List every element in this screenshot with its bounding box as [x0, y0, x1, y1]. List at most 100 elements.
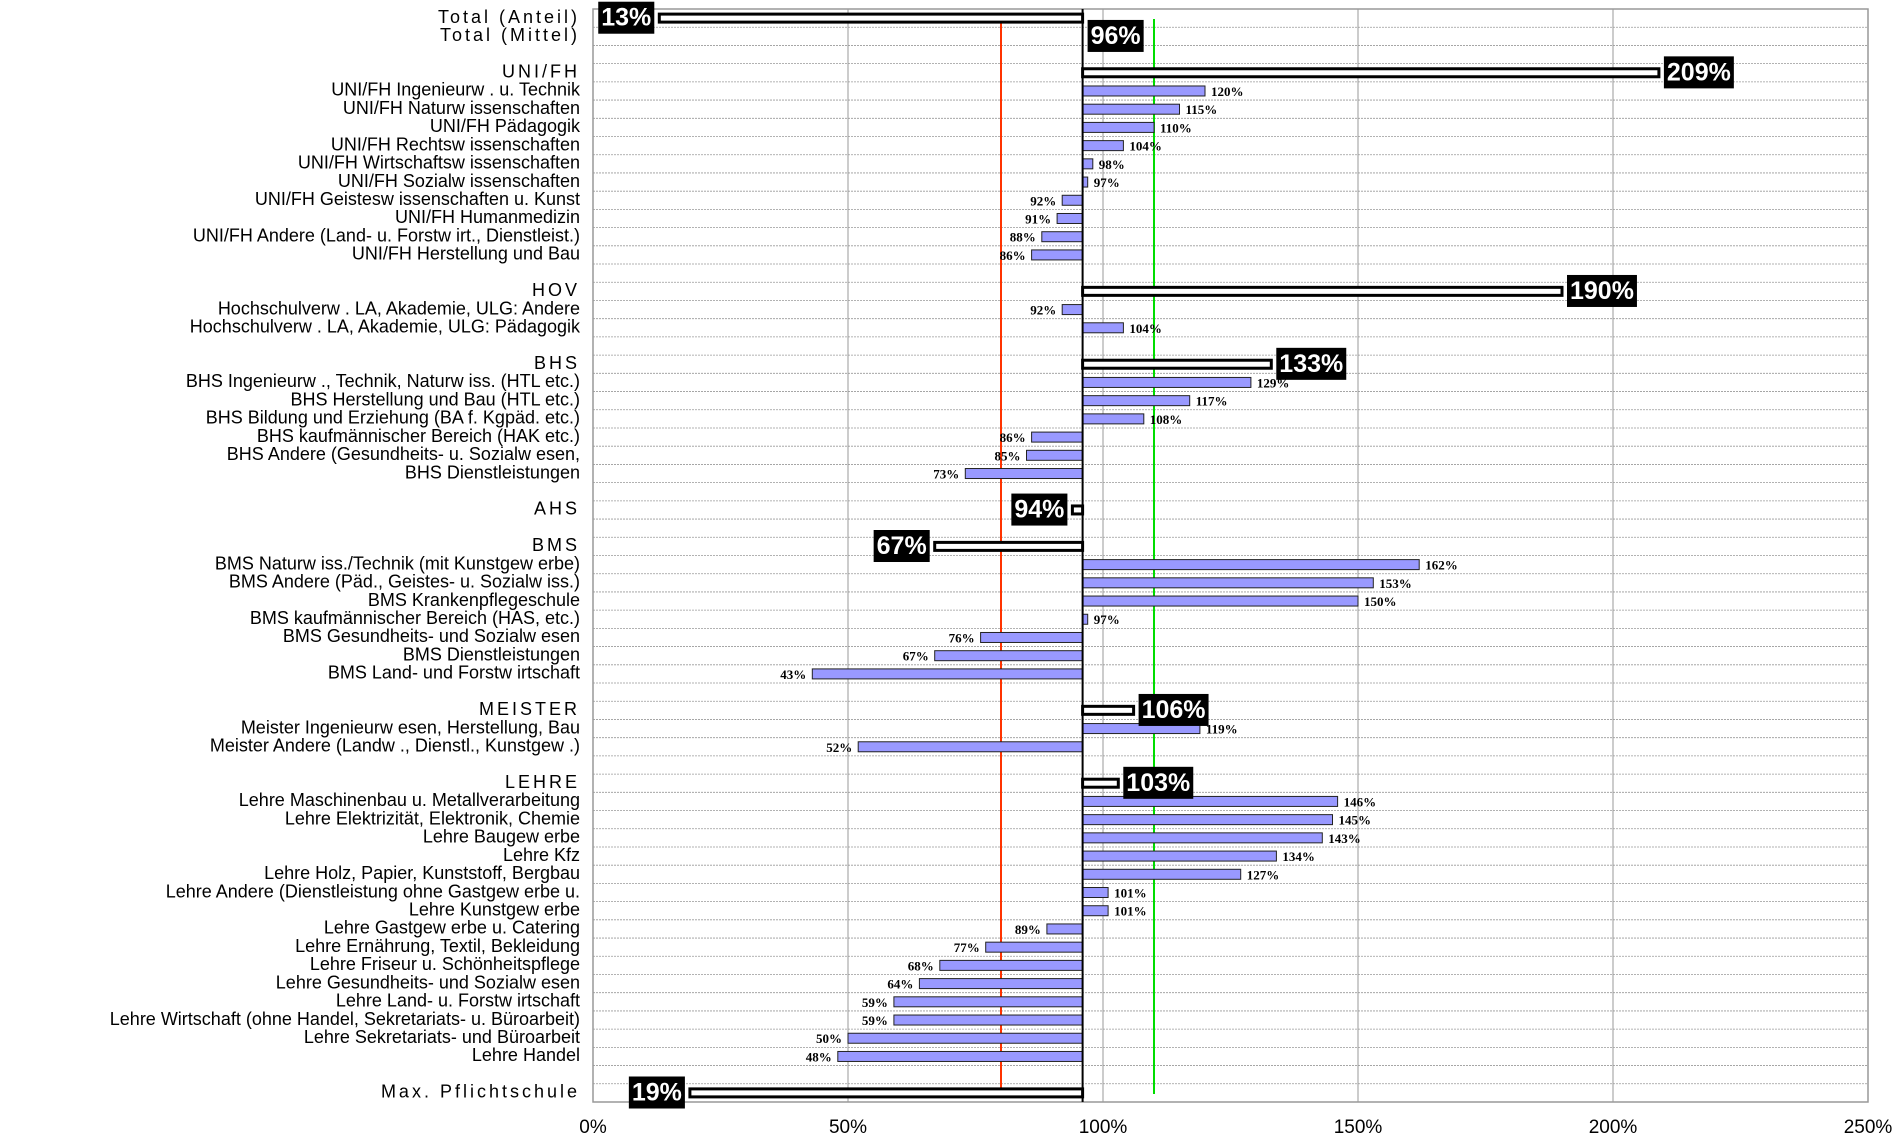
- summary-value-label: 13%: [601, 4, 651, 32]
- bar: [1082, 905, 1109, 917]
- value-label: 68%: [908, 958, 934, 973]
- bar: [1026, 449, 1084, 461]
- summary-value-label: 106%: [1142, 696, 1206, 724]
- value-label: 59%: [862, 995, 888, 1010]
- bar: [857, 741, 1084, 753]
- summary-label-bg: [598, 1, 655, 34]
- x-tick-label: 100%: [1079, 1117, 1128, 1138]
- category-label: Lehre Friseur u. Schönheitspflege: [310, 954, 580, 974]
- bar: [1031, 431, 1084, 443]
- category-label: Lehre Sekretariats- und Büroarbeit: [304, 1027, 580, 1047]
- summary-label-bg: [1087, 19, 1144, 52]
- bar: [980, 631, 1084, 643]
- summary-label: 209%: [1663, 56, 1734, 89]
- value-label: 85%: [995, 448, 1021, 463]
- bar: [939, 959, 1084, 971]
- category-label: BMS kaufmännischer Bereich (HAS, etc.): [250, 608, 580, 628]
- summary-label-bg: [873, 530, 930, 563]
- bar: [893, 1014, 1084, 1026]
- category-label: Lehre Andere (Dienstleistung ohne Gastge…: [166, 881, 580, 901]
- value-label: 110%: [1160, 120, 1192, 135]
- category-label: BMS Naturw iss./Technik (mit Kunstgew er…: [215, 553, 580, 573]
- summary-bar: [1081, 67, 1661, 79]
- summary-value-label: 96%: [1091, 22, 1141, 50]
- category-label: Hochschulverw . LA, Akademie, ULG: Ander…: [218, 298, 580, 318]
- category-label: Lehre Gastgew erbe u. Catering: [324, 918, 580, 938]
- summary-bar: [1081, 285, 1564, 297]
- summary-label-bg: [1567, 274, 1637, 307]
- summary-label-bg: [1663, 56, 1734, 89]
- category-label: BHS kaufmännischer Bereich (HAK etc.): [257, 426, 580, 446]
- category-label: BHS Andere (Gesundheits- u. Sozialw esen…: [227, 444, 580, 464]
- x-tick-label: 0%: [579, 1117, 607, 1138]
- value-label: 127%: [1247, 867, 1280, 882]
- value-label: 143%: [1328, 831, 1361, 846]
- category-label: BMS Andere (Päd., Geistes- u. Sozialw is…: [229, 572, 580, 592]
- value-label: 59%: [862, 1013, 888, 1028]
- bar: [1082, 595, 1359, 607]
- category-label: Meister Ingenieurw esen, Herstellung, Ba…: [241, 717, 580, 737]
- summary-label-bg: [1123, 766, 1194, 799]
- category-label: Lehre Land- u. Forstw irtschaft: [336, 991, 580, 1011]
- value-label: 115%: [1186, 102, 1218, 117]
- bar: [1082, 322, 1124, 334]
- category-label: Lehre Ernährung, Textil, Bekleidung: [295, 936, 580, 956]
- category-label: Lehre Baugew erbe: [423, 827, 580, 847]
- bar: [1082, 121, 1155, 133]
- summary-bar: [688, 1087, 1085, 1099]
- category-label: Lehre Kfz: [503, 845, 580, 865]
- bar: [964, 468, 1084, 480]
- value-label: 43%: [780, 667, 806, 682]
- category-label: UNI/FH Humanmedizin: [395, 207, 580, 227]
- category-label: Total (Anteil): [438, 7, 580, 27]
- value-label: 145%: [1339, 813, 1372, 828]
- bar: [1082, 158, 1094, 170]
- summary-label: 13%: [598, 1, 655, 34]
- summary-label-bg: [1138, 693, 1209, 726]
- bar: [1031, 249, 1084, 261]
- category-label: BHS Dienstleistungen: [405, 462, 580, 482]
- value-label: 88%: [1010, 230, 1036, 245]
- summary-value-label: 94%: [1014, 496, 1064, 524]
- bar: [1061, 304, 1084, 316]
- bar: [1056, 212, 1084, 224]
- value-label: 91%: [1025, 211, 1051, 226]
- category-label: BHS: [534, 353, 580, 373]
- category-label: UNI/FH Pädagogik: [430, 116, 581, 136]
- category-label: UNI/FH: [502, 62, 580, 82]
- bar: [1082, 832, 1323, 844]
- bar: [811, 668, 1084, 680]
- value-label: 104%: [1129, 321, 1162, 336]
- category-label: BHS Ingenieurw ., Technik, Naturw iss. (…: [186, 371, 580, 391]
- bar: [1082, 887, 1109, 899]
- summary-value-label: 209%: [1667, 58, 1731, 86]
- summary-bar: [1081, 777, 1120, 789]
- value-label: 52%: [826, 740, 852, 755]
- bar: [1082, 395, 1191, 407]
- value-label: 48%: [806, 1049, 832, 1064]
- value-label: 146%: [1344, 794, 1377, 809]
- value-label: 64%: [887, 977, 913, 992]
- summary-value-label: 67%: [877, 532, 927, 560]
- value-label: 76%: [949, 630, 975, 645]
- category-label: BMS Dienstleistungen: [403, 644, 580, 664]
- summary-bar: [933, 540, 1085, 552]
- value-label: 108%: [1150, 412, 1183, 427]
- bar: [1061, 194, 1084, 206]
- value-label: 101%: [1114, 885, 1147, 900]
- category-label: LEHRE: [505, 772, 580, 792]
- bar: [985, 941, 1084, 953]
- bar: [1082, 559, 1420, 571]
- bar: [918, 978, 1084, 990]
- summary-bar: [1081, 704, 1136, 716]
- value-label: 150%: [1364, 594, 1397, 609]
- bar: [1082, 376, 1252, 388]
- value-label: 50%: [816, 1031, 842, 1046]
- value-label: 98%: [1099, 157, 1125, 172]
- category-label: Lehre Kunstgew erbe: [409, 899, 580, 919]
- bar: [1082, 413, 1145, 425]
- value-label: 86%: [1000, 248, 1026, 263]
- bar: [1082, 850, 1277, 862]
- category-label: UNI/FH Naturw issenschaften: [343, 98, 580, 118]
- value-label: 104%: [1129, 139, 1162, 154]
